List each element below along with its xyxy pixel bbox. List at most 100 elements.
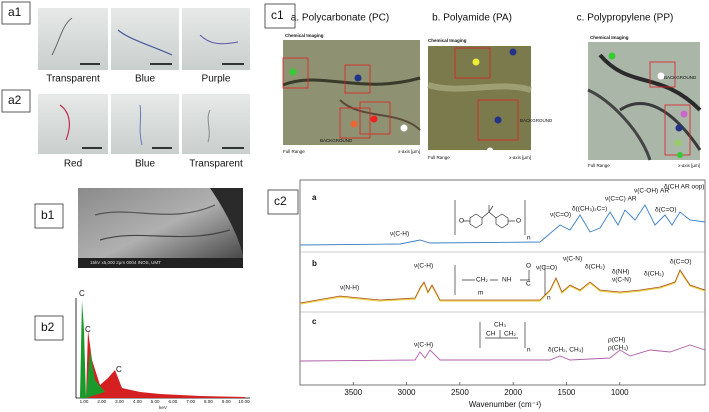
structure-text: m	[478, 290, 483, 297]
map-axis: x-axis [µm]	[509, 155, 531, 160]
x-tick-label: 3500	[344, 388, 362, 397]
chemical-map	[587, 42, 702, 161]
spectrum	[299, 269, 706, 304]
x-tick-label: 6.00	[169, 399, 178, 404]
panel-label: a1	[8, 5, 22, 19]
structure	[454, 200, 546, 348]
band-annotation: ν(C-H)	[414, 263, 433, 270]
x-tick-label: 1.00	[80, 399, 89, 404]
sem-image	[78, 188, 243, 268]
spectra-frame	[299, 179, 706, 386]
band-annotation: ρ(CH)	[608, 337, 625, 344]
band-annotation: δ(CH₂)	[585, 264, 605, 271]
band-annotation: δ((CH₃)₂C=)	[572, 206, 607, 213]
panel-label-box	[1, 1, 31, 25]
structure-text: O	[516, 218, 521, 225]
map-title: a. Polycarbonate (PC)	[291, 13, 389, 24]
map-title: c. Polypropylene (PP)	[577, 13, 674, 24]
band-annotation: δ(CH AR oop)	[664, 184, 704, 191]
x-tick-label: 5.00	[151, 399, 160, 404]
x-axis-label: keV	[159, 405, 167, 410]
panel-label-box	[34, 315, 64, 341]
map-title: b. Polyamide (PA)	[432, 13, 512, 24]
trace-label: b	[312, 259, 317, 268]
band-annotation: δ(CH₂)	[644, 271, 664, 278]
map-footer: Full Range	[283, 149, 305, 154]
spectrum	[299, 344, 706, 362]
map-marker: BACKGROUND	[520, 118, 553, 123]
panel-label-box	[1, 89, 31, 113]
x-tick-label: 4.00	[133, 399, 142, 404]
structure-text: n	[527, 235, 531, 242]
panel-label-box	[264, 3, 296, 29]
structure-text: O	[459, 218, 464, 225]
caption: Purple	[202, 74, 231, 85]
structure-text: n	[547, 295, 551, 302]
chemical-map	[427, 46, 532, 155]
band-annotation: ν(N-H)	[340, 285, 359, 292]
eds-spectrum	[75, 298, 250, 399]
band-annotation: ν(C-N)	[563, 256, 582, 263]
caption: Transparent	[189, 159, 243, 170]
fiber-photos	[38, 8, 250, 70]
band-annotation: ν(C-N)	[612, 277, 631, 284]
trace-label: c	[312, 317, 317, 326]
band-annotation: δ(CH₂, CH₃)	[548, 347, 584, 354]
map-header: Chemical Imaging	[428, 38, 467, 43]
map-axis: x-axis [µm]	[398, 149, 420, 154]
panel-label: a2	[8, 93, 22, 107]
trace-label: a	[312, 193, 317, 202]
panel-label: b2	[41, 320, 55, 334]
caption: Blue	[135, 74, 155, 85]
peak-label: C	[85, 325, 91, 334]
map-marker: BACKGROUND	[664, 75, 697, 80]
map-header: Chemical Imaging	[285, 33, 324, 38]
caption: Transparent	[46, 74, 100, 85]
band-annotation: δ(C=O)	[670, 259, 692, 266]
panel-label: c1	[271, 8, 284, 22]
structure-text: CH₂	[504, 331, 516, 338]
map-header: Chemical Imaging	[590, 35, 629, 40]
structure-text: CH₂	[476, 277, 488, 284]
band-annotation: ν(C=C) AR	[605, 196, 637, 203]
x-tick-label: 7.00	[186, 399, 195, 404]
x-tick-label: 3.00	[115, 399, 124, 404]
x-tick-label: 1500	[558, 388, 576, 397]
eds-ticks: 1.00 2.00 3.00 4.00 5.00 6.00 7.00 8.00 9.00 10.0…	[80, 399, 251, 404]
peak-label: C	[116, 365, 122, 374]
map-footer: Full Range	[428, 155, 450, 160]
structure-text: CH	[486, 331, 496, 338]
caption: Blue	[135, 159, 155, 170]
structure-text: C	[526, 281, 531, 288]
band-annotation: ν(C-OH) AR	[634, 188, 669, 195]
map-marker: BACKGROUND	[320, 138, 353, 143]
x-tick-label: 3000	[398, 388, 416, 397]
panel-label: b1	[41, 208, 55, 222]
panel-label: c2	[274, 194, 287, 208]
band-annotation: δ(C=O)	[655, 207, 677, 214]
x-tick-label: 10.00	[238, 399, 250, 404]
panel-label-box	[34, 203, 64, 229]
map-axis: x-axis [µm]	[678, 163, 700, 168]
spectrum	[299, 204, 706, 246]
x-axis: 3500 3000 2500 2000 1500 1000	[344, 382, 629, 397]
x-tick-label: 2.00	[97, 399, 106, 404]
chemical-map	[282, 40, 421, 145]
x-tick-label: 2000	[504, 388, 522, 397]
band-annotation: ν(C=O)	[536, 265, 557, 272]
band-annotation: ν(C=O)	[550, 212, 571, 219]
panel-label-box	[267, 189, 299, 215]
peak-label: C	[79, 289, 85, 298]
x-tick-label: 9.00	[222, 399, 231, 404]
x-tick-label: 8.00	[204, 399, 213, 404]
structure-text: NH	[502, 277, 512, 284]
map-footer: Full Range	[588, 163, 610, 168]
x-tick-label: 1000	[611, 388, 629, 397]
caption: Red	[64, 159, 82, 170]
band-annotation: ρ(CH₃)	[608, 345, 628, 352]
x-axis-label: Wavenumber (cm⁻¹)	[469, 400, 542, 409]
structure-text: n	[527, 347, 531, 354]
x-tick-label: 2500	[451, 388, 469, 397]
band-annotation: ν(C-H)	[414, 342, 433, 349]
